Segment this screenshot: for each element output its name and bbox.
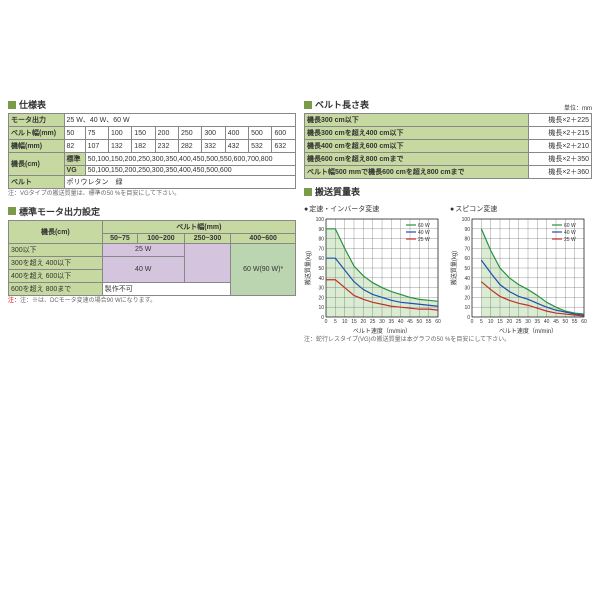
svg-text:40: 40 <box>318 276 324 282</box>
svg-text:5: 5 <box>480 319 483 325</box>
svg-text:60: 60 <box>318 256 324 262</box>
svg-text:40 W: 40 W <box>418 230 430 236</box>
svg-text:10: 10 <box>318 305 324 311</box>
svg-text:40: 40 <box>398 319 404 325</box>
svg-text:60: 60 <box>435 319 441 325</box>
svg-text:25: 25 <box>370 319 376 325</box>
svg-text:55: 55 <box>572 319 578 325</box>
svg-text:5: 5 <box>334 319 337 325</box>
svg-text:40 W: 40 W <box>564 230 576 236</box>
svg-text:10: 10 <box>342 319 348 325</box>
svg-text:45: 45 <box>553 319 559 325</box>
chart-inverter: 定速・インバータ変速 01020304050607080901000510152… <box>304 204 446 335</box>
svg-text:10: 10 <box>464 305 470 311</box>
svg-text:30: 30 <box>379 319 385 325</box>
svg-text:40: 40 <box>464 276 470 282</box>
svg-text:搬送質量(kg): 搬送質量(kg) <box>450 251 458 285</box>
spec-table: モータ出力 25 W、40 W、60 W ベルト幅(mm) 5075100150… <box>8 113 296 189</box>
svg-text:ベルト速度（m/min）: ベルト速度（m/min） <box>499 327 557 335</box>
svg-text:15: 15 <box>351 319 357 325</box>
svg-text:50: 50 <box>417 319 423 325</box>
svg-text:30: 30 <box>318 286 324 292</box>
spec-row-label: モータ出力 <box>9 114 65 127</box>
svg-text:20: 20 <box>318 295 324 301</box>
motor-table: 機長(cm) ベルト幅(mm) 50~75100~200250~300400~6… <box>8 220 296 296</box>
belt-table: 機長300 cm以下機長×2＋225 機長300 cmを超え400 cm以下機長… <box>304 113 592 179</box>
svg-text:20: 20 <box>507 319 513 325</box>
svg-text:80: 80 <box>464 237 470 243</box>
svg-text:70: 70 <box>318 246 324 252</box>
svg-text:25: 25 <box>516 319 522 325</box>
svg-text:35: 35 <box>389 319 395 325</box>
svg-text:0: 0 <box>325 319 328 325</box>
svg-text:60: 60 <box>581 319 587 325</box>
svg-text:60 W: 60 W <box>564 223 576 229</box>
svg-text:100: 100 <box>316 217 325 223</box>
spec-title: 仕様表 <box>8 98 296 111</box>
chart-spicon: スピコン変速 010203040506070809010005101520253… <box>450 204 592 335</box>
svg-text:35: 35 <box>535 319 541 325</box>
svg-text:0: 0 <box>471 319 474 325</box>
belt-title: ベルト長さ表 <box>304 98 369 111</box>
svg-text:60 W: 60 W <box>418 223 430 229</box>
svg-text:60: 60 <box>464 256 470 262</box>
svg-text:70: 70 <box>464 246 470 252</box>
motor-title: 標準モータ出力設定 <box>8 205 296 218</box>
spec-note: 注：VGタイプの搬送質量は、標準の50 %を目安にして下さい。 <box>8 191 296 199</box>
svg-text:25 W: 25 W <box>418 237 430 243</box>
svg-text:45: 45 <box>407 319 413 325</box>
svg-text:40: 40 <box>544 319 550 325</box>
svg-text:30: 30 <box>464 286 470 292</box>
svg-text:搬送質量(kg): 搬送質量(kg) <box>304 251 312 285</box>
svg-text:80: 80 <box>318 237 324 243</box>
svg-text:50: 50 <box>318 266 324 272</box>
svg-text:10: 10 <box>488 319 494 325</box>
svg-text:55: 55 <box>426 319 432 325</box>
svg-text:ベルト速度（m/min）: ベルト速度（m/min） <box>353 327 411 335</box>
svg-text:50: 50 <box>464 266 470 272</box>
svg-text:15: 15 <box>497 319 503 325</box>
svg-text:100: 100 <box>462 217 471 223</box>
svg-text:30: 30 <box>525 319 531 325</box>
svg-text:20: 20 <box>361 319 367 325</box>
svg-text:20: 20 <box>464 295 470 301</box>
svg-text:90: 90 <box>318 227 324 233</box>
svg-text:90: 90 <box>464 227 470 233</box>
mass-title: 搬送質量表 <box>304 185 592 198</box>
svg-text:50: 50 <box>563 319 569 325</box>
svg-text:25 W: 25 W <box>564 237 576 243</box>
